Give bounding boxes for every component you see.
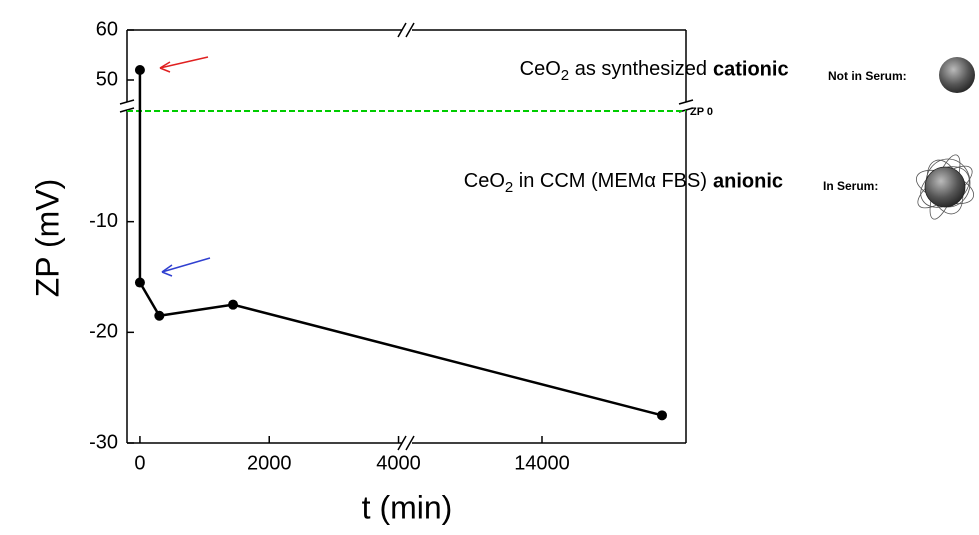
serum-label: In Serum: bbox=[823, 179, 878, 193]
data-point bbox=[228, 299, 239, 310]
y-tick-label: -20 bbox=[89, 321, 118, 343]
x-tick-label: 0 bbox=[134, 452, 145, 474]
annotation-sub: 2 bbox=[505, 179, 513, 196]
y-tick-label: 60 bbox=[96, 18, 118, 40]
annotation: CeO2 in CCM (MEMα FBS) bbox=[464, 170, 707, 196]
annotation-prefix: CeO bbox=[464, 170, 505, 192]
data-point bbox=[134, 277, 145, 288]
annotation: CeO2 as synthesized bbox=[520, 58, 707, 84]
annotation-sub: 2 bbox=[561, 67, 569, 84]
y-tick-label: -30 bbox=[89, 431, 118, 453]
bare-particle-icon bbox=[939, 57, 975, 93]
data-point bbox=[154, 310, 165, 321]
x-tick-label: 4000 bbox=[376, 452, 421, 474]
serum-label: Not in Serum: bbox=[828, 69, 907, 83]
annotation-prefix: CeO bbox=[520, 58, 561, 80]
data-line bbox=[138, 70, 663, 417]
data-point bbox=[134, 65, 145, 75]
data-point bbox=[657, 410, 667, 421]
y-axis-title: ZP (mV) bbox=[29, 179, 65, 298]
coated-particle-icon bbox=[916, 154, 974, 220]
reference-label: ZP 0 bbox=[690, 106, 713, 118]
annotation-text: as synthesized bbox=[569, 58, 707, 80]
frame bbox=[119, 22, 694, 451]
y-tick-label: -10 bbox=[89, 210, 118, 232]
annotation-tag: cationic bbox=[713, 58, 789, 80]
annotation-text: in CCM (MEMα FBS) bbox=[513, 170, 707, 192]
x-tick-label: 2000 bbox=[247, 452, 292, 474]
annotation-tag: anionic bbox=[713, 170, 783, 192]
y-tick-label: 50 bbox=[96, 68, 118, 90]
x-tick-label: 14000 bbox=[514, 452, 570, 474]
arrows bbox=[159, 56, 211, 277]
x-axis-title: t (min) bbox=[362, 489, 453, 525]
